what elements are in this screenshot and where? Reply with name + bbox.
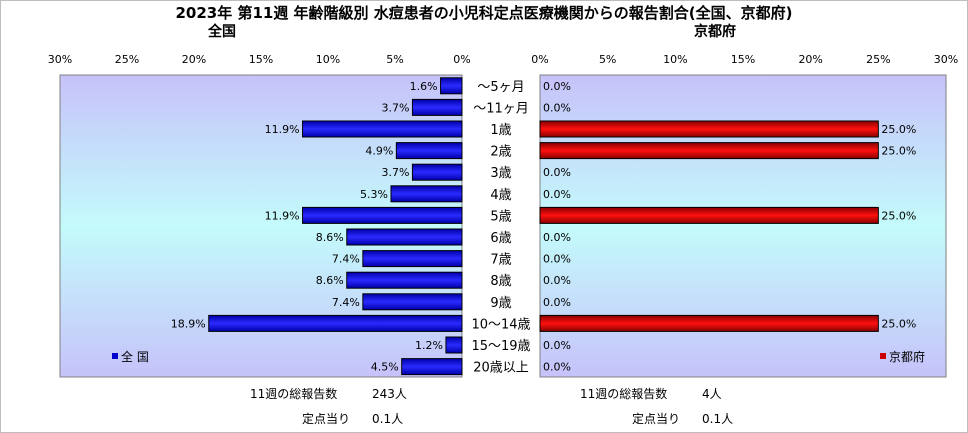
- left-data-label: 4.9%: [365, 145, 393, 158]
- category-label: 15～19歳: [471, 339, 530, 354]
- right-axis-tick-label: 15%: [731, 53, 755, 66]
- category-label: 20歳以上: [473, 361, 529, 376]
- left-data-label: 8.6%: [316, 274, 344, 287]
- left-bar: [440, 77, 463, 95]
- left-data-label: 1.6%: [410, 80, 438, 93]
- left-bar: [302, 206, 463, 224]
- left-footer-total-value: 243人: [372, 387, 407, 401]
- category-label: 3歳: [490, 166, 511, 181]
- left-legend-swatch: [112, 353, 118, 359]
- left-footer-per-label: 定点当り: [302, 411, 350, 426]
- category-label: 1歳: [490, 123, 511, 138]
- left-bar: [411, 98, 463, 116]
- right-panel-title: 京都府: [694, 23, 736, 40]
- left-data-label: 11.9%: [265, 209, 300, 222]
- left-bar: [401, 358, 463, 376]
- left-bar: [395, 142, 463, 160]
- left-data-label: 4.5%: [371, 361, 399, 374]
- left-panel-title: 全国: [207, 23, 236, 40]
- right-data-label: 25.0%: [881, 209, 916, 222]
- right-data-label: 25.0%: [881, 145, 916, 158]
- left-bar: [362, 293, 463, 311]
- category-label: ～11ヶ月: [473, 101, 529, 116]
- right-data-label: 0.0%: [543, 188, 571, 201]
- right-footer-total-label: 11週の総報告数: [580, 386, 667, 401]
- right-footer-per-value: 0.1人: [702, 412, 733, 426]
- right-bar: [539, 206, 879, 224]
- left-data-label: 7.4%: [332, 253, 360, 266]
- left-legend-label: 全 国: [121, 349, 149, 364]
- right-data-label: 25.0%: [881, 123, 916, 136]
- category-label: ～5ヶ月: [477, 80, 524, 95]
- right-data-label: 0.0%: [543, 361, 571, 374]
- left-bar: [411, 163, 463, 181]
- left-bar: [208, 314, 463, 332]
- right-axis-tick-label: 30%: [934, 53, 958, 66]
- category-label: 8歳: [490, 274, 511, 289]
- right-data-label: 0.0%: [543, 339, 571, 352]
- right-footer-total-value: 4人: [702, 387, 722, 401]
- right-data-label: 0.0%: [543, 296, 571, 309]
- right-data-label: 0.0%: [543, 231, 571, 244]
- left-bar: [390, 185, 463, 203]
- category-label: 5歳: [490, 209, 511, 224]
- right-data-label: 0.0%: [543, 80, 571, 93]
- left-footer-per-value: 0.1人: [372, 412, 403, 426]
- right-axis-tick-label: 5%: [599, 53, 616, 66]
- left-bar: [346, 271, 463, 289]
- left-data-label: 11.9%: [265, 123, 300, 136]
- left-bar: [445, 336, 463, 354]
- right-data-label: 0.0%: [543, 253, 571, 266]
- left-axis-tick-label: 15%: [249, 53, 273, 66]
- right-legend-swatch: [880, 353, 886, 359]
- left-data-label: 7.4%: [332, 296, 360, 309]
- left-footer-total-label: 11週の総報告数: [250, 386, 337, 401]
- right-footer-per-label: 定点当り: [632, 411, 680, 426]
- left-axis-tick-label: 10%: [316, 53, 340, 66]
- category-label: 9歳: [490, 296, 511, 311]
- left-data-label: 18.9%: [171, 317, 206, 330]
- left-axis-tick-label: 0%: [453, 53, 470, 66]
- right-legend-label: 京都府: [889, 349, 925, 364]
- left-bar: [302, 120, 463, 138]
- right-axis-tick-label: 20%: [798, 53, 822, 66]
- left-axis-tick-label: 25%: [115, 53, 139, 66]
- left-axis-tick-label: 5%: [386, 53, 403, 66]
- left-bar: [346, 228, 463, 246]
- category-label: 10～14歳: [471, 317, 530, 332]
- left-data-label: 5.3%: [360, 188, 388, 201]
- category-label: 4歳: [490, 188, 511, 203]
- right-data-label: 0.0%: [543, 101, 571, 114]
- left-data-label: 8.6%: [316, 231, 344, 244]
- right-bar: [539, 120, 879, 138]
- left-data-label: 1.2%: [415, 339, 443, 352]
- category-label: 2歳: [490, 145, 511, 160]
- left-data-label: 3.7%: [381, 166, 409, 179]
- right-data-label: 0.0%: [543, 274, 571, 287]
- left-data-label: 3.7%: [381, 101, 409, 114]
- left-axis-tick-label: 20%: [182, 53, 206, 66]
- right-axis-tick-label: 25%: [866, 53, 890, 66]
- chart-main-title: 2023年 第11週 年齢階級別 水痘患者の小児科定点医療機関からの報告割合(全…: [175, 4, 792, 22]
- category-label: 6歳: [490, 231, 511, 246]
- right-data-label: 25.0%: [881, 317, 916, 330]
- right-bar: [539, 314, 879, 332]
- right-axis-tick-label: 0%: [531, 53, 548, 66]
- right-data-label: 0.0%: [543, 166, 571, 179]
- right-axis-tick-label: 10%: [663, 53, 687, 66]
- left-axis-tick-label: 30%: [48, 53, 72, 66]
- left-bar: [362, 250, 463, 268]
- right-bar: [539, 142, 879, 160]
- category-label: 7歳: [490, 253, 511, 268]
